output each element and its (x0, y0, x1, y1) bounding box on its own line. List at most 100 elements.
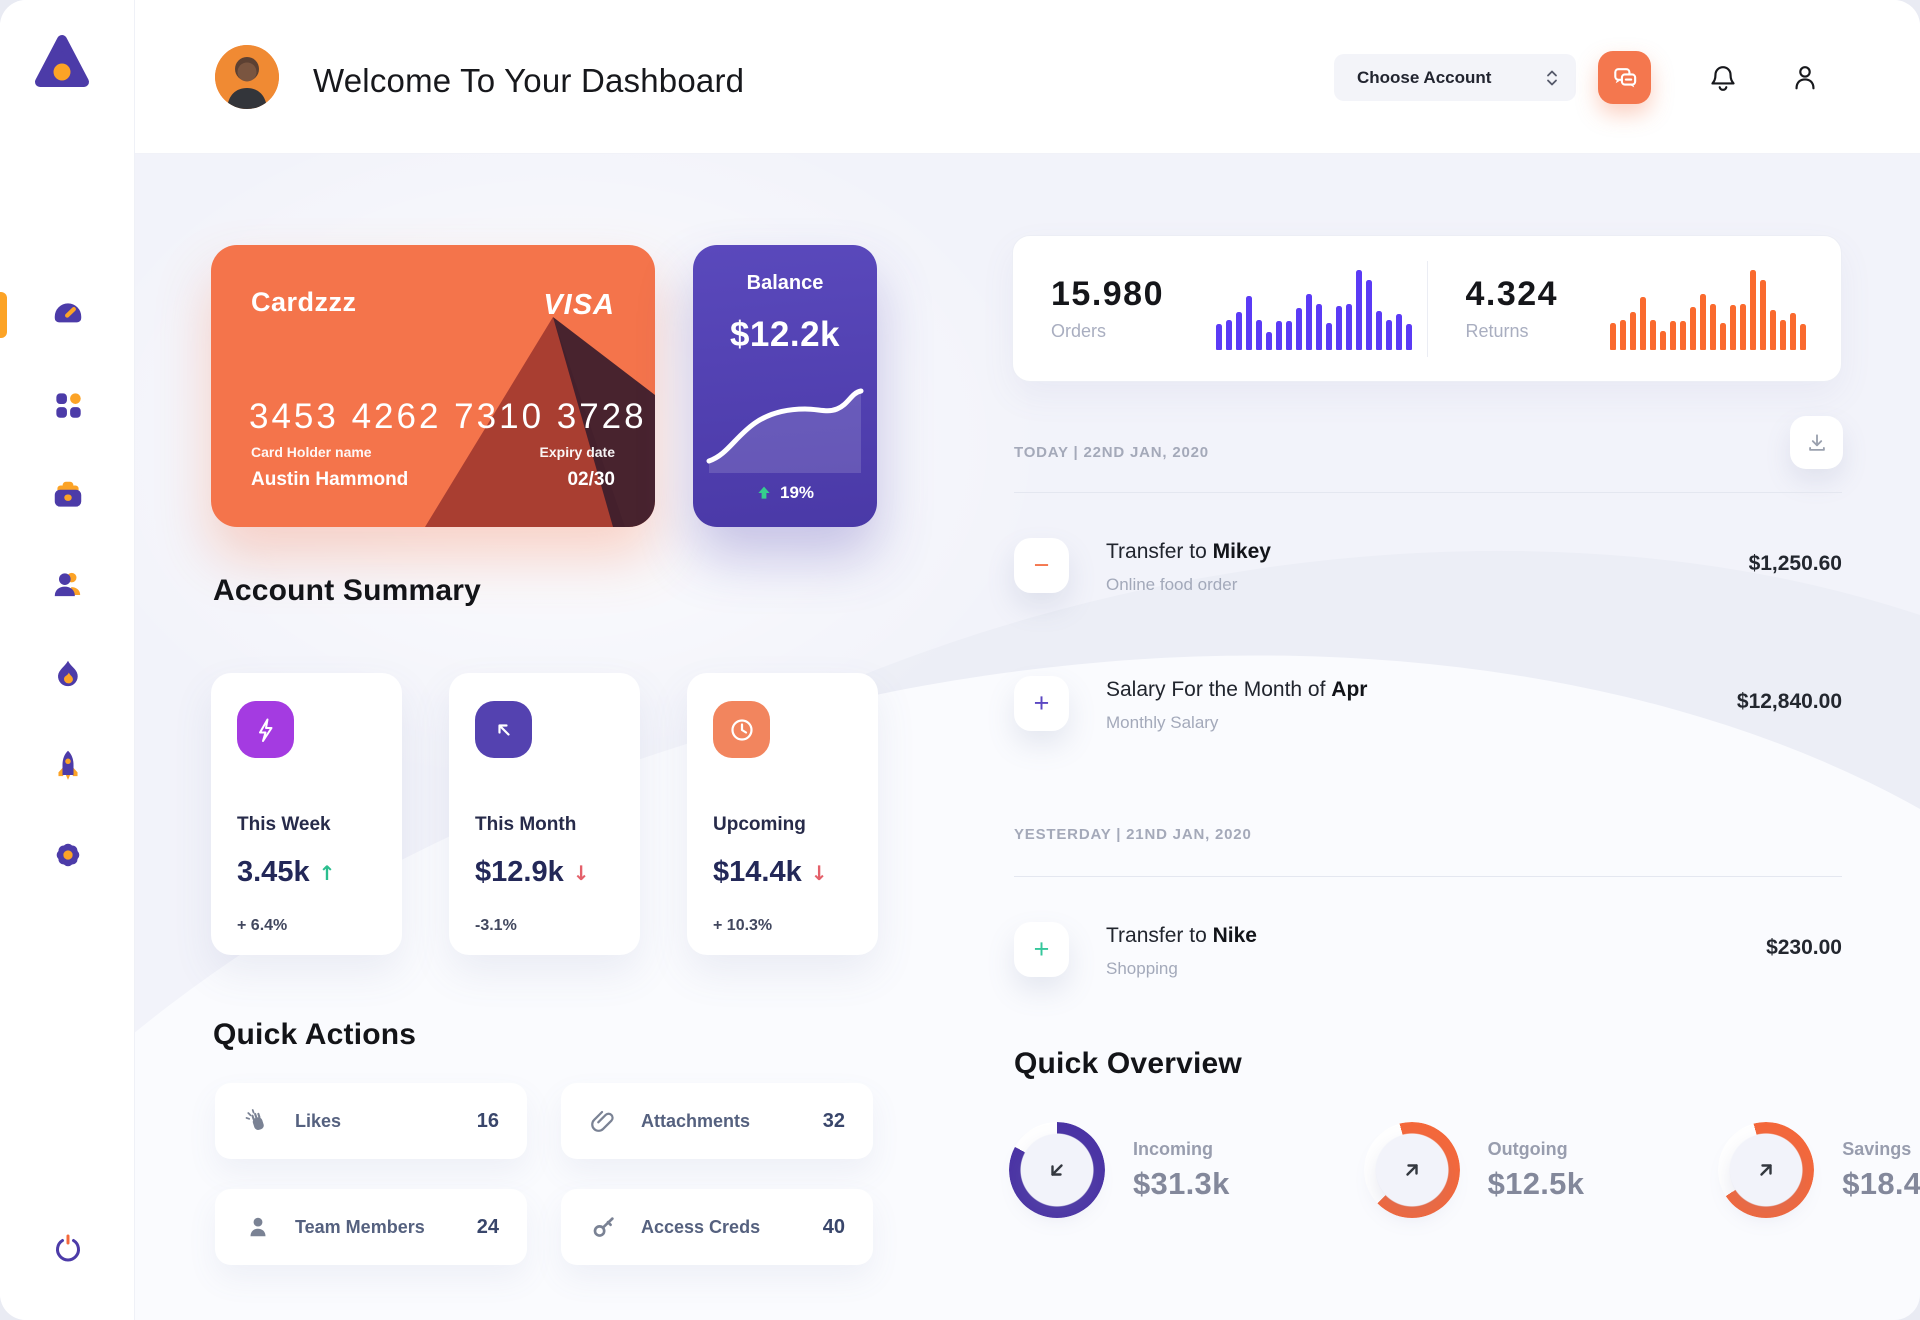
card-number: 3453 4262 7310 3728 (249, 397, 647, 436)
grid-icon (55, 393, 81, 418)
briefcase-icon (54, 481, 81, 507)
transaction-title: Salary For the Month of Apr (1106, 678, 1368, 701)
trend-down-arrow: ↓ (572, 860, 590, 885)
transaction-row[interactable]: + Transfer to Nike Shopping $230.00 (1014, 922, 1842, 1002)
transaction-row[interactable]: + Salary For the Month of Apr Monthly Sa… (1014, 676, 1842, 756)
transaction-subtitle: Monthly Salary (1106, 713, 1219, 732)
transaction-title: Transfer to Mikey (1106, 540, 1271, 563)
avatar-photo (215, 45, 279, 109)
quick-overview-row: Incoming $31.3k Outgoing $12.5 (1009, 1122, 1920, 1218)
bar (1720, 322, 1727, 350)
bar (1366, 279, 1372, 350)
messages-button[interactable] (1598, 51, 1651, 104)
outgoing-donut (1363, 1122, 1460, 1218)
bar (1356, 269, 1362, 350)
summary-delta: + 10.3% (713, 917, 773, 934)
pyramid-graphic (425, 317, 655, 527)
avatar[interactable] (215, 45, 279, 109)
bar (1750, 269, 1757, 350)
clock-icon (713, 701, 770, 758)
app-logo[interactable] (32, 32, 92, 92)
summary-card-this-week[interactable]: This Week 3.45k ↑ + 6.4% (211, 673, 402, 955)
summary-value: $12.9k (475, 856, 564, 888)
sidebar-item-trending[interactable] (0, 656, 135, 694)
incoming-donut (1009, 1122, 1105, 1218)
overview-incoming: Incoming $31.3k (1009, 1122, 1230, 1218)
orders-stat: 15.980 Orders (1013, 268, 1427, 350)
sidebar-item-portfolio[interactable] (0, 476, 135, 514)
bar (1376, 310, 1382, 350)
header: Welcome To Your Dashboard Choose Account (135, 0, 1920, 154)
bar (1620, 319, 1627, 350)
transaction-amount: $1,250.60 (1748, 552, 1842, 575)
bar (1336, 305, 1342, 350)
transaction-row[interactable]: − Transfer to Mikey Online food order $1… (1014, 538, 1842, 618)
gauge-icon (54, 303, 81, 323)
returns-bar-chart (1610, 268, 1807, 350)
quick-actions-grid: Likes 16 Attachments 32 Team Members 24 (215, 1083, 873, 1265)
flame-icon (57, 660, 78, 687)
account-select[interactable]: Choose Account (1334, 54, 1576, 101)
overview-value: $31.3k (1133, 1165, 1230, 1201)
logout-button[interactable] (0, 1232, 135, 1266)
action-attachments[interactable]: Attachments 32 (561, 1083, 873, 1159)
bar (1650, 319, 1657, 350)
action-count: 40 (822, 1215, 845, 1238)
select-chevrons-icon (1547, 70, 1557, 85)
sidebar-item-settings[interactable] (0, 836, 135, 874)
summary-label: This Month (475, 814, 577, 835)
bar (1396, 313, 1402, 350)
transaction-subtitle: Shopping (1106, 959, 1178, 978)
key-icon (593, 1217, 614, 1237)
returns-label: Returns (1465, 321, 1529, 341)
orders-value: 15.980 (1051, 275, 1164, 313)
notifications-button[interactable] (1707, 62, 1739, 99)
stats-divider (1426, 260, 1428, 357)
bar (1306, 293, 1312, 350)
bar (1730, 304, 1737, 350)
date-header-yesterday: YESTERDAY | 21ND JAN, 2020 (1014, 826, 1252, 843)
sidebar-item-team[interactable] (0, 566, 135, 604)
sidebar-item-apps[interactable] (0, 386, 135, 424)
transaction-amount: $12,840.00 (1736, 690, 1842, 713)
bar (1630, 311, 1637, 350)
overview-value: $12.5k (1487, 1165, 1585, 1201)
bar (1610, 322, 1617, 350)
orders-label: Orders (1051, 321, 1107, 341)
divider (1014, 492, 1842, 493)
sidebar-item-launch[interactable] (0, 746, 135, 784)
action-label: Likes (295, 1110, 342, 1131)
bar (1690, 306, 1697, 350)
card-holder-label: Card Holder name (251, 444, 372, 460)
account-select-label: Choose Account (1357, 67, 1492, 87)
overview-savings: Savings $18.4k (1718, 1122, 1920, 1218)
transaction-title: Transfer to Nike (1106, 924, 1257, 947)
date-header-today: TODAY | 22ND JAN, 2020 (1014, 444, 1209, 461)
bar (1660, 330, 1667, 350)
sidebar-item-dashboard[interactable] (0, 292, 135, 338)
action-likes[interactable]: Likes 16 (215, 1083, 527, 1159)
download-button[interactable] (1790, 416, 1843, 469)
transaction-amount: $230.00 (1766, 936, 1842, 959)
returns-stat: 4.324 Returns (1428, 268, 1842, 350)
credit-card[interactable]: Cardzzz VISA 3453 4262 7310 3728 Card Ho… (211, 245, 655, 527)
savings-donut (1718, 1122, 1815, 1218)
divider (1014, 876, 1842, 877)
balance-card[interactable]: Balance $12.2k 19% (693, 245, 877, 527)
member-icon (250, 1217, 266, 1237)
action-count: 32 (822, 1109, 845, 1132)
overview-outgoing: Outgoing $12.5k (1363, 1122, 1585, 1218)
action-access-creds[interactable]: Access Creds 40 (561, 1189, 873, 1265)
visa-logo: VISA (543, 289, 615, 321)
action-count: 16 (476, 1109, 499, 1132)
bar (1670, 320, 1677, 350)
bar (1286, 320, 1292, 350)
action-label: Access Creds (641, 1216, 761, 1237)
active-indicator (0, 292, 7, 338)
arrow-down-left-icon (1051, 1164, 1063, 1176)
summary-card-upcoming[interactable]: Upcoming $14.4k ↓ + 10.3% (687, 673, 878, 955)
action-team-members[interactable]: Team Members 24 (215, 1189, 527, 1265)
profile-button[interactable] (1789, 62, 1821, 99)
card-holder-name: Austin Hammond (251, 469, 409, 490)
summary-card-this-month[interactable]: This Month $12.9k ↓ -3.1% (449, 673, 640, 955)
